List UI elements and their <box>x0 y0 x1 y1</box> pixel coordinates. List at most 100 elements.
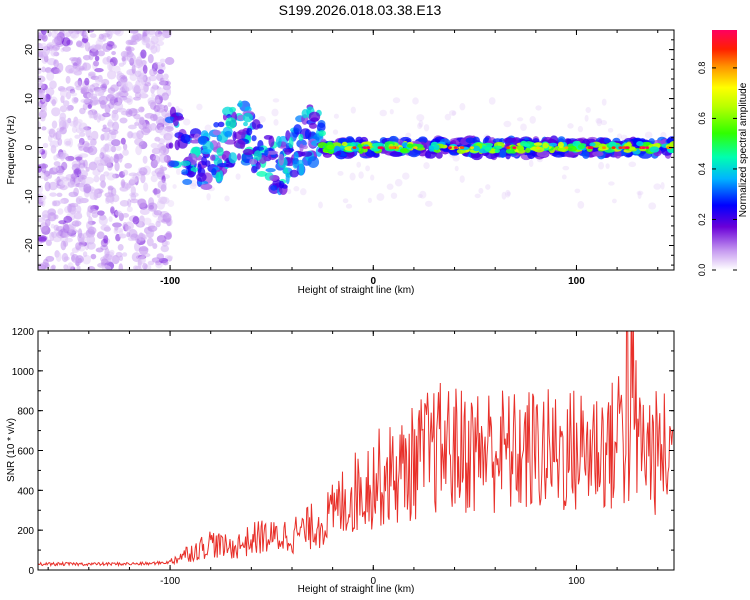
spectrogram-blob <box>131 32 142 43</box>
spectrogram-blob <box>127 124 137 130</box>
spectrogram-blob <box>167 102 172 107</box>
spectrogram-blob <box>146 237 154 247</box>
spectrogram-blob <box>121 56 126 62</box>
spectrogram-blob <box>211 168 217 176</box>
spectrogram-blob <box>285 130 291 142</box>
spectrogram-blob <box>204 124 212 132</box>
spectrogram-blob <box>175 168 181 175</box>
spectrogram-blob <box>104 247 110 258</box>
spectrogram-blob <box>74 80 82 88</box>
spectrogram-blob <box>564 146 569 150</box>
spectrogram-blob <box>567 123 574 129</box>
spectrogram-blob <box>143 217 152 226</box>
spectrogram-blob <box>84 41 91 52</box>
spectrogram-blob <box>142 262 148 270</box>
spectrogram-blob <box>390 192 398 199</box>
spectrogram-blob <box>53 224 60 231</box>
spectrogram-blob <box>292 157 299 165</box>
spectrogram-blob <box>44 93 51 103</box>
spectrogram-blob <box>64 237 73 243</box>
spectrogram-blob <box>122 213 130 218</box>
spectrogram-blob <box>43 49 48 57</box>
spectrogram-blob <box>94 55 100 62</box>
spectrogram-blob <box>601 98 607 106</box>
spectrogram-blob <box>160 62 166 67</box>
spectrogram-blob <box>453 146 458 150</box>
spectrogram-blob <box>60 240 67 251</box>
spectrogram-blob <box>278 153 285 166</box>
spectrogram-blob <box>418 120 424 128</box>
spectrogram-blob <box>51 99 57 105</box>
spectrogram-blob <box>308 111 321 122</box>
spectrogram-blob <box>149 68 157 77</box>
spectrogram-blob <box>126 53 136 63</box>
spectrogram-blob <box>157 69 165 74</box>
spectrogram-blob <box>112 121 120 132</box>
spectrogram-blob <box>53 68 62 75</box>
spectrogram-blob <box>158 126 167 136</box>
spectrogram-blob <box>377 146 382 150</box>
spectrogram-blob <box>162 260 169 266</box>
spectrogram-blob <box>592 151 604 157</box>
spectrogram-blob <box>225 117 237 129</box>
spectrogram-blob <box>270 185 278 191</box>
spectrogram-blob <box>169 106 177 118</box>
spectrogram-blob <box>42 142 49 148</box>
spectrogram-blob <box>157 142 166 151</box>
spectrogram-blob <box>134 138 144 146</box>
spectrogram-blob <box>574 188 581 194</box>
spectrogram-blob <box>598 161 605 170</box>
spectrogram-blob <box>98 215 108 226</box>
spectrogram-blob <box>69 233 76 238</box>
spectrogram-blob <box>84 176 95 185</box>
spectrogram-blob <box>134 70 142 78</box>
spectrogram-blob <box>318 130 326 137</box>
spectrogram-blob <box>111 139 121 147</box>
spectrogram-blob <box>139 116 145 125</box>
spectrogram-blob <box>73 168 82 175</box>
spectrogram-blob <box>216 147 224 157</box>
spectrogram-blob <box>557 141 564 149</box>
spectrogram-blob <box>147 202 158 212</box>
spectrogram-blob <box>552 151 566 158</box>
spectrogram-blob <box>138 220 143 227</box>
spectrogram-blob <box>152 155 161 165</box>
spectrogram-blob <box>307 156 320 169</box>
spectrogram-blob <box>345 203 353 209</box>
spectrogram-blob <box>53 214 59 220</box>
spectrogram-blob <box>251 165 258 174</box>
spectrogram-blob <box>669 141 674 148</box>
tick-label: 200 <box>17 526 34 537</box>
spectrogram-blob <box>189 139 201 144</box>
spectrogram-blob <box>135 145 142 156</box>
spectrogram-blob <box>418 136 428 144</box>
spectrogram-blob <box>62 100 70 107</box>
spectrogram-blob <box>653 183 662 190</box>
spectrogram-blob <box>127 131 133 139</box>
spectrogram-blob <box>210 154 216 161</box>
spectrogram-blob <box>59 105 68 113</box>
spectrogram-blob <box>557 146 567 152</box>
spectrogram-blob <box>99 174 106 183</box>
spectrogram-blob <box>447 146 452 150</box>
spectrogram-blob <box>283 166 289 174</box>
spectrogram-blob <box>77 228 83 239</box>
spectrogram-blob <box>108 101 115 109</box>
spectrogram-blob <box>53 161 61 167</box>
spectrogram-blob <box>392 97 401 104</box>
spectrogram-blob <box>96 231 105 240</box>
spectrogram-blob <box>607 127 614 133</box>
spectrogram-blob <box>297 159 304 167</box>
snr-series-line <box>38 331 674 568</box>
spectrogram-blob <box>99 152 105 159</box>
spectrogram-blob <box>417 193 423 199</box>
spectrogram-blob <box>365 165 371 172</box>
spectrogram-blob <box>416 114 425 122</box>
spectrogram-blob <box>44 181 51 192</box>
spectrogram-blob <box>614 149 622 159</box>
spectrogram-blob <box>299 143 304 152</box>
spectrogram-blob <box>159 165 164 173</box>
spectrogram-blob <box>45 239 52 247</box>
spectrogram-blob <box>65 75 71 84</box>
